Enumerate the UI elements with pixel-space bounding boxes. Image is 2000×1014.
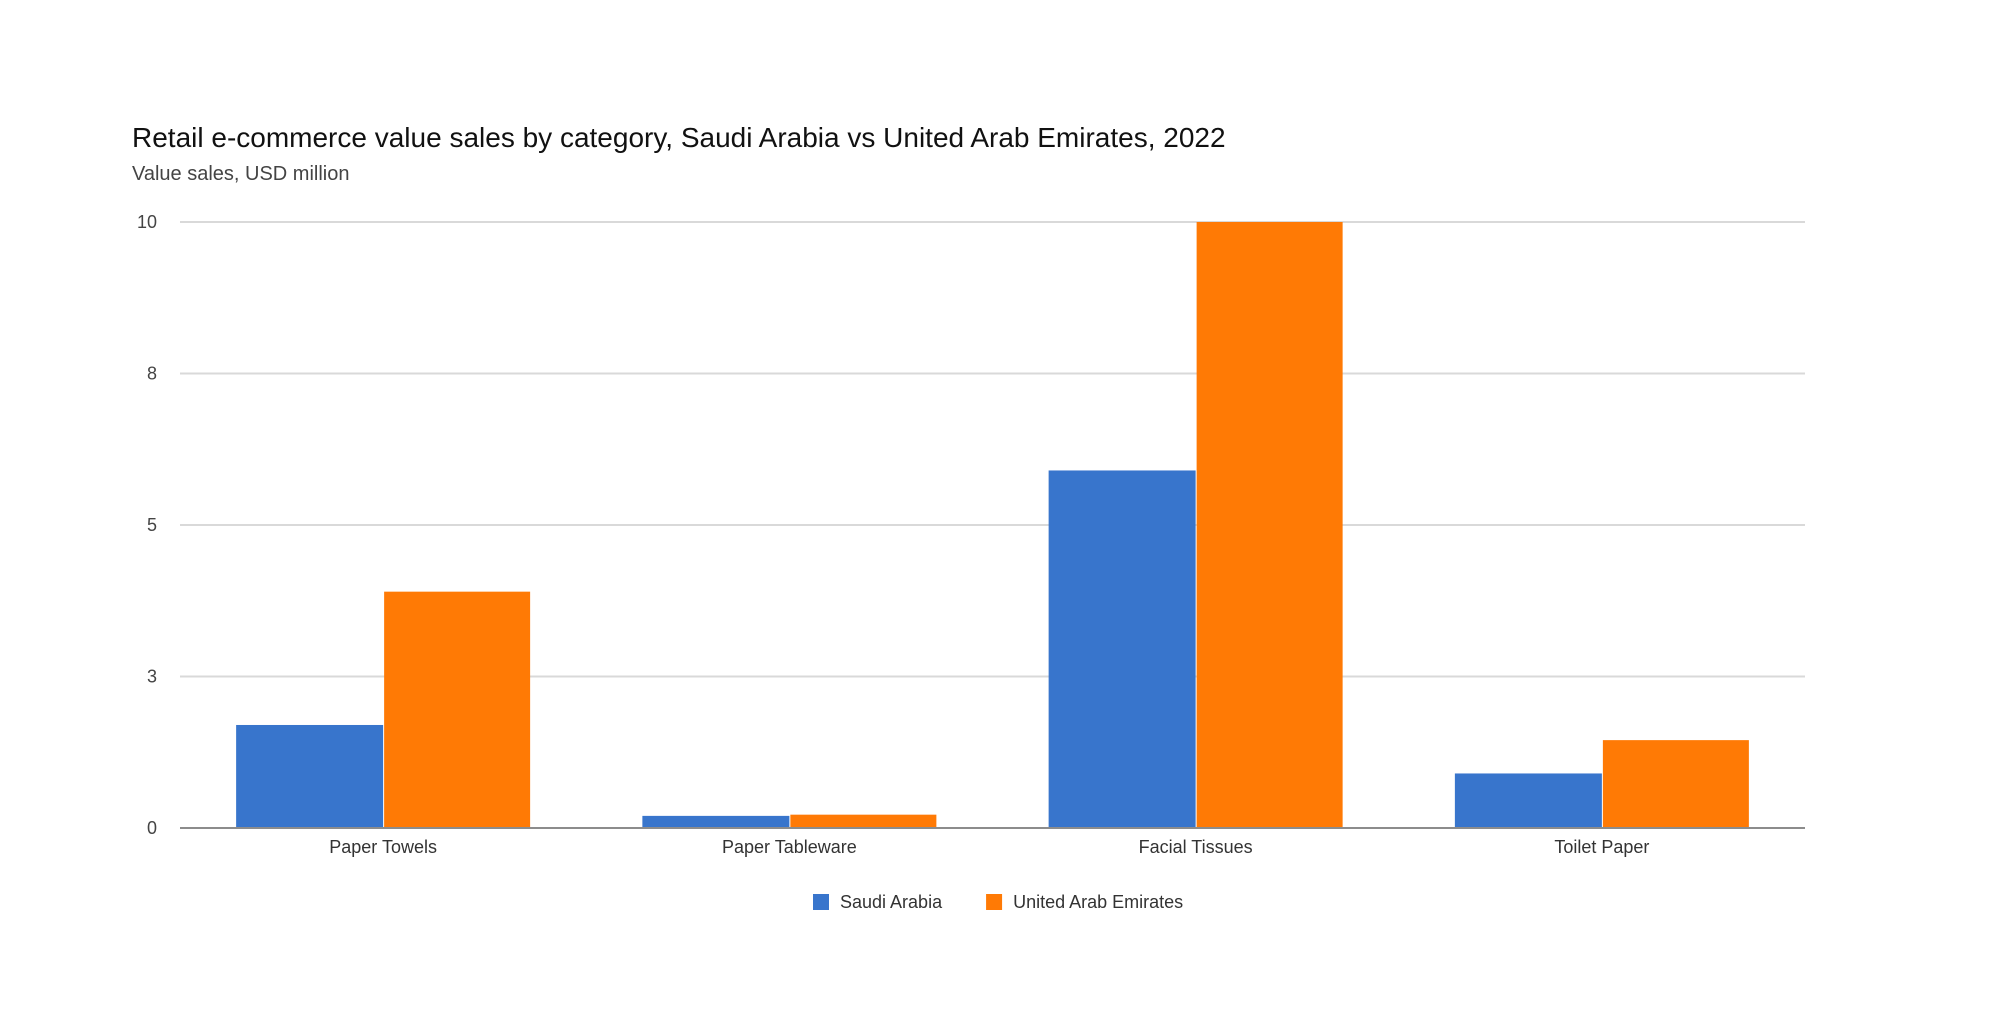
bar-united-arab-emirates-facial-tissues — [1196, 222, 1343, 828]
legend-swatch — [986, 894, 1003, 910]
legend-label: Saudi Arabia — [840, 892, 943, 912]
y-tick-label: 3 — [147, 667, 157, 687]
bar-saudi-arabia-paper-towels — [236, 724, 384, 828]
x-category-label: Paper Towels — [329, 837, 437, 857]
legend: Saudi Arabia United Arab Emirates — [813, 892, 1183, 912]
y-tick-label: 8 — [147, 364, 157, 384]
bar-united-arab-emirates-paper-tableware — [790, 814, 937, 828]
chart-subtitle: Value sales, USD million — [132, 163, 350, 185]
x-category-label: Toilet Paper — [1554, 837, 1649, 857]
y-tick-label: 0 — [147, 818, 157, 838]
y-tick-label: 5 — [147, 515, 157, 535]
x-axis-categories: Paper Towels Paper Tableware Facial Tissue… — [329, 837, 1649, 857]
legend-label: United Arab Emirates — [1013, 892, 1183, 912]
y-tick-label: 10 — [137, 212, 157, 232]
y-axis-ticks: 0 3 5 8 10 — [137, 212, 157, 838]
bar-saudi-arabia-toilet-paper — [1454, 773, 1602, 828]
bar-saudi-arabia-facial-tissues — [1048, 470, 1196, 828]
bar-united-arab-emirates-paper-towels — [384, 591, 531, 828]
legend-swatch — [813, 894, 829, 910]
x-category-label: Facial Tissues — [1139, 837, 1253, 857]
bar-united-arab-emirates-toilet-paper — [1602, 740, 1749, 828]
x-category-label: Paper Tableware — [722, 837, 857, 857]
chart-title: Retail e-commerce value sales by categor… — [132, 122, 1226, 153]
bars — [236, 222, 1749, 828]
bar-saudi-arabia-paper-tableware — [642, 815, 790, 828]
